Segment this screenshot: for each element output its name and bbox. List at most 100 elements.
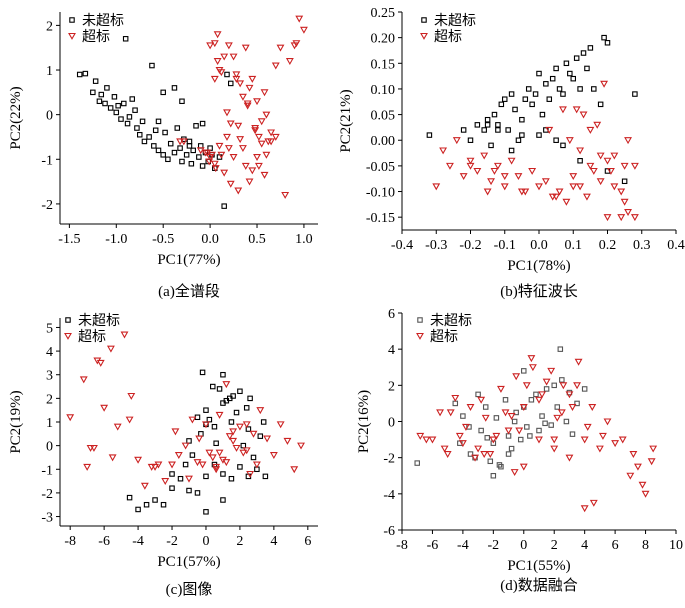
data-point-square <box>536 427 542 434</box>
data-point-square <box>115 102 121 109</box>
x-tick-label: -8 <box>64 534 76 549</box>
data-point-square <box>557 346 564 352</box>
data-point-square <box>460 127 467 133</box>
data-point-square <box>573 55 580 61</box>
data-point-square <box>495 122 501 128</box>
data-point-triangle <box>151 463 159 471</box>
data-point-square <box>90 89 96 96</box>
data-point-square <box>563 418 570 425</box>
y-tick-label: 5 <box>46 321 53 336</box>
data-point-triangle <box>641 490 650 498</box>
data-point-triangle <box>113 423 122 431</box>
chart-panel-3: -8 -6 -4 -2 0 2 4 6 5 4 3 2 1 0 -1 -2 -3 PC1(57%) PC2(19%)… <box>8 313 318 598</box>
data-point-square <box>245 426 252 432</box>
data-point-square <box>186 138 193 145</box>
data-point-square <box>199 369 206 376</box>
data-point-triangle <box>217 69 226 77</box>
data-point-triangle <box>527 355 536 363</box>
data-point-triangle <box>565 137 574 145</box>
y-tick-label: -2 <box>41 198 53 213</box>
data-point-square <box>160 152 166 158</box>
data-point-triangle <box>276 44 285 52</box>
data-point-square <box>525 86 532 92</box>
data-point-triangle <box>205 158 214 166</box>
data-point-square <box>171 149 178 156</box>
data-point-square <box>92 78 99 84</box>
data-point-triangle <box>267 129 276 137</box>
data-point-square <box>528 397 535 403</box>
data-point-triangle <box>486 451 495 458</box>
data-point-square <box>111 94 118 100</box>
data-point-square <box>143 501 150 508</box>
data-point-square <box>139 118 146 125</box>
x-axis-label: PC1(77%) <box>157 252 220 268</box>
data-point-triangle <box>649 445 658 453</box>
data-point-square <box>129 96 135 102</box>
data-point-triangle <box>208 151 216 159</box>
data-point-triangle <box>224 42 233 50</box>
data-point-triangle <box>208 454 217 462</box>
data-point-square <box>177 145 183 151</box>
data-point-triangle <box>510 469 519 477</box>
data-point-triangle <box>617 188 626 196</box>
data-point-triangle <box>624 137 632 145</box>
data-point-triangle <box>267 138 276 146</box>
data-point-triangle <box>559 106 567 114</box>
data-point-triangle <box>245 84 254 92</box>
data-point-triangle <box>210 40 219 48</box>
data-point-triangle <box>215 449 224 457</box>
data-point-square <box>512 106 518 113</box>
x-tick-label: -0.5 <box>152 232 174 247</box>
data-point-square <box>211 423 218 430</box>
data-point-square <box>260 419 267 425</box>
data-point-square <box>216 386 223 392</box>
y-tick-label: -4 <box>383 488 395 503</box>
data-point-triangle <box>515 427 524 435</box>
data-point-triangle <box>292 40 301 48</box>
data-point-triangle <box>500 173 509 181</box>
data-point-triangle <box>589 499 598 507</box>
data-point-triangle <box>260 89 269 97</box>
data-point-triangle <box>550 436 559 444</box>
data-point-square <box>233 409 240 416</box>
data-point-triangle <box>446 162 454 170</box>
data-point-square <box>632 91 638 97</box>
data-point-triangle <box>535 396 543 404</box>
data-point-triangle <box>593 121 602 129</box>
data-point-square <box>498 101 505 108</box>
data-point-triangle <box>217 151 226 159</box>
data-point-square <box>522 96 529 102</box>
data-point-square <box>227 80 234 87</box>
data-point-square <box>505 451 512 457</box>
data-point-triangle <box>251 127 260 135</box>
data-point-triangle <box>541 178 550 186</box>
data-point-square <box>560 142 566 149</box>
data-point-square <box>162 129 168 136</box>
data-point-triangle <box>620 162 629 170</box>
y-tick-label: 0.20 <box>371 32 396 47</box>
x-tick-label: 0.0 <box>530 238 548 253</box>
x-tick-label: 0.3 <box>633 238 651 253</box>
data-point-triangle <box>565 391 574 399</box>
data-point-triangle <box>559 382 568 390</box>
x-tick-label: 6 <box>612 538 619 553</box>
data-point-triangle <box>569 173 578 181</box>
data-point-triangle <box>553 414 562 422</box>
data-point-square <box>491 111 498 118</box>
data-point-triangle <box>299 26 308 34</box>
data-point-triangle <box>100 404 109 412</box>
data-point-triangle <box>493 162 502 170</box>
x-tick-label: -0.4 <box>391 238 413 253</box>
data-point-triangle <box>630 214 639 222</box>
data-point-triangle <box>583 193 591 201</box>
data-point-triangle <box>174 452 183 460</box>
data-point-triangle <box>181 442 190 450</box>
data-point-triangle <box>212 463 221 471</box>
data-point-square <box>146 134 152 140</box>
data-point-triangle <box>83 463 92 471</box>
series-exceed <box>176 15 308 199</box>
data-point-triangle <box>610 152 619 160</box>
y-tick-label: 2 <box>46 19 53 34</box>
data-point-square <box>551 382 557 389</box>
